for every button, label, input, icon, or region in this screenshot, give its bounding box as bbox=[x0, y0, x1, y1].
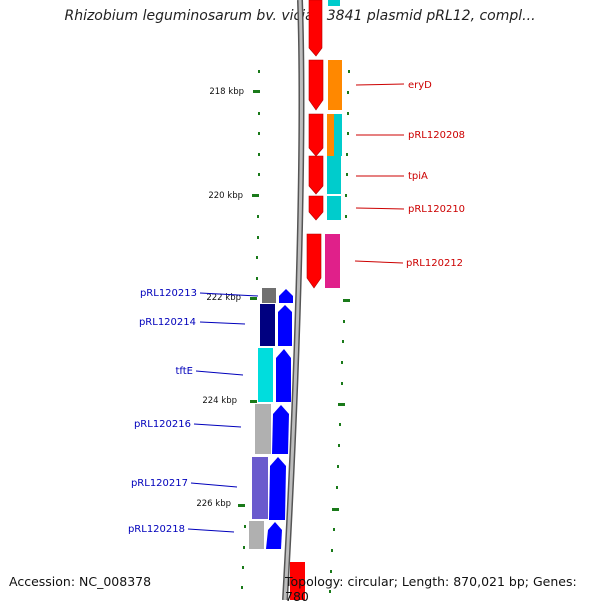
gene-pRL120212-class bbox=[325, 234, 340, 288]
gene-eryD-class bbox=[328, 60, 342, 110]
gene-label-pRL120208: pRL120208 bbox=[408, 130, 465, 141]
gene-pRL120208 bbox=[308, 113, 324, 157]
gene-pRL120216 bbox=[272, 405, 289, 454]
gene-pRL120217 bbox=[269, 457, 286, 520]
gene-label-pRL120210: pRL120210 bbox=[408, 204, 465, 215]
gene-pRL120208-class-a bbox=[327, 114, 334, 156]
gene-tpiA-class bbox=[327, 156, 341, 194]
gene-eryD bbox=[308, 59, 324, 111]
gene-pRL120218 bbox=[266, 522, 282, 549]
scale-label-220: 220 kbp bbox=[208, 191, 243, 201]
gene-label-pRL120218: pRL120218 bbox=[128, 524, 185, 535]
gene-tpiA bbox=[308, 155, 324, 195]
accession-label: Accession: NC_008378 bbox=[9, 574, 152, 589]
right-strand-genes bbox=[290, 0, 342, 600]
right-tick-track bbox=[329, 70, 350, 593]
backbone bbox=[282, 0, 305, 600]
left-tick-track bbox=[238, 70, 260, 589]
gene-bottom-red bbox=[290, 562, 305, 600]
gene-label-pRL120213: pRL120213 bbox=[140, 288, 197, 299]
gene-tftE bbox=[276, 349, 291, 402]
right-gene-labels: eryD pRL120208 tpiA pRL120210 pRL120212 bbox=[354, 80, 465, 269]
scale-label-226: 226 kbp bbox=[196, 499, 231, 509]
gene-pRL120213 bbox=[279, 289, 293, 303]
gene-label-pRL120216: pRL120216 bbox=[134, 419, 191, 430]
scale-label-222: 222 kbp bbox=[206, 293, 241, 303]
left-gene-labels: pRL120213 pRL120214 tftE pRL120216 pRL12… bbox=[128, 288, 259, 535]
gene-pRL120217-class bbox=[252, 457, 268, 519]
gene-top-cyan bbox=[328, 0, 340, 6]
gene-pRL120214-class bbox=[260, 304, 275, 346]
gene-label-eryD: eryD bbox=[408, 80, 432, 91]
gene-top-red bbox=[308, 0, 323, 57]
gene-label-pRL120214: pRL120214 bbox=[139, 317, 196, 328]
gene-tftE-class bbox=[258, 348, 273, 402]
scale-label-218: 218 kbp bbox=[209, 87, 244, 97]
gene-pRL120218-class bbox=[249, 521, 264, 549]
gene-pRL120216-class bbox=[255, 404, 271, 454]
gene-pRL120214 bbox=[278, 305, 292, 346]
gene-pRL120210 bbox=[308, 195, 324, 221]
gene-pRL120212 bbox=[306, 233, 322, 289]
gene-label-pRL120217: pRL120217 bbox=[131, 478, 188, 489]
gene-label-pRL120212: pRL120212 bbox=[406, 258, 463, 269]
gene-pRL120208-class-b bbox=[334, 114, 342, 156]
left-strand-genes bbox=[249, 288, 293, 549]
scale-label-224: 224 kbp bbox=[202, 396, 237, 406]
gene-label-tpiA: tpiA bbox=[408, 171, 428, 182]
gene-pRL120210-class bbox=[327, 196, 341, 220]
gene-pRL120213-class bbox=[262, 288, 276, 303]
gene-label-tftE: tftE bbox=[175, 366, 193, 377]
